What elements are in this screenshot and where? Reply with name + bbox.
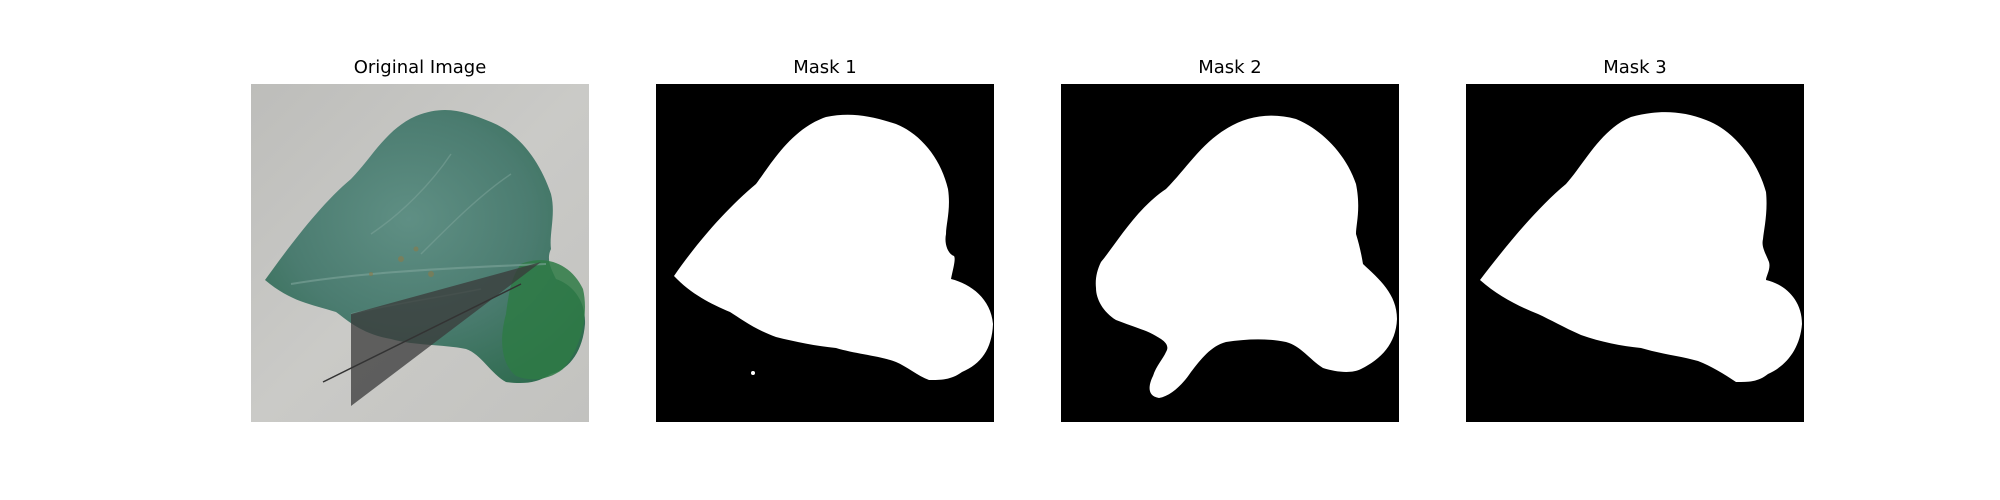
mask-1-image [656, 84, 994, 422]
panel-mask-3: Mask 3 [1466, 0, 1804, 440]
panel-title: Original Image [353, 57, 487, 78]
mask-3-image [1466, 84, 1804, 422]
mask-2-image [1061, 84, 1399, 422]
panel-title: Mask 3 [1603, 57, 1667, 78]
original-leaf-photo [251, 84, 589, 422]
panel-title: Mask 2 [1198, 57, 1262, 78]
panel-mask-1: Mask 1 [656, 0, 994, 440]
panel-title: Mask 1 [793, 57, 857, 78]
panel-original-image: Original Image [251, 0, 589, 440]
panel-mask-2: Mask 2 [1061, 0, 1399, 440]
